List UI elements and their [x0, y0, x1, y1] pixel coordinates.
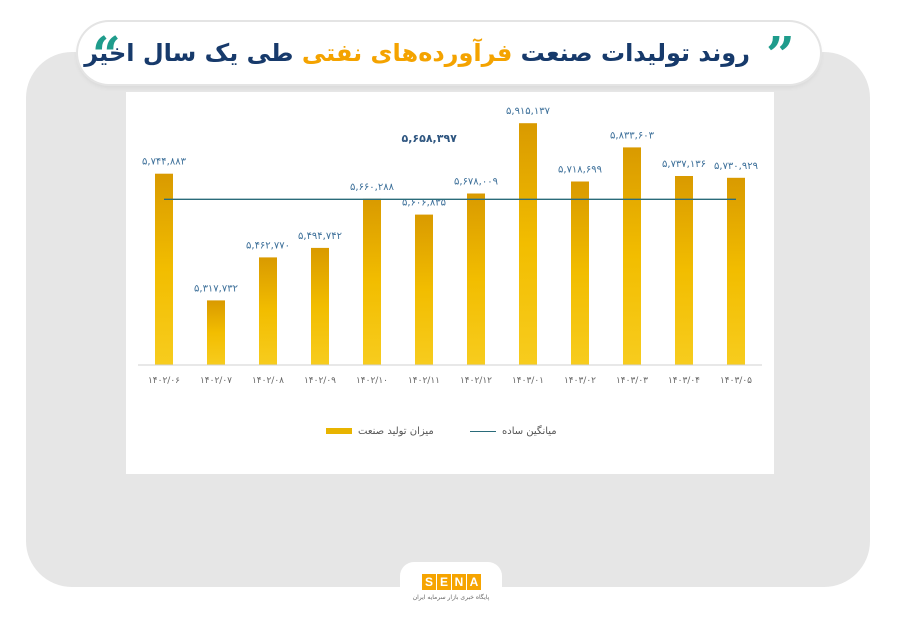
header-bar [78, 22, 820, 84]
x-tick-label: ۱۴۰۳/۰۲ [564, 376, 596, 386]
legend-line-label: میانگین ساده [502, 425, 557, 437]
x-tick-label: ۱۴۰۲/۱۱ [408, 376, 440, 386]
title-part-1: روند تولیدات صنعت [520, 39, 750, 67]
x-tick-label: ۱۴۰۳/۰۴ [668, 376, 700, 386]
bar [519, 123, 537, 365]
title-part-2: طی یک سال اخیر [84, 39, 294, 67]
page-title: روند تولیدات صنعت فرآورده‌های نفتی طی یک… [84, 22, 750, 84]
data-label: ۵,۷۴۴,۸۸۳ [142, 157, 187, 168]
title-highlight: فرآورده‌های نفتی [301, 39, 513, 67]
logo: S E N A پایگاه خبری بازار سرمایه ایران [400, 562, 502, 614]
bar [207, 300, 225, 365]
bar [155, 173, 173, 365]
legend-bar-swatch [326, 428, 352, 434]
bar [415, 214, 433, 365]
x-tick-label: ۱۴۰۲/۱۲ [460, 376, 492, 386]
data-label: ۵,۷۱۸,۶۹۹ [558, 165, 602, 176]
logo-letter: A [467, 574, 481, 590]
bar [467, 193, 485, 365]
x-tick-label: ۱۴۰۳/۰۱ [512, 376, 544, 386]
data-label: ۵,۷۳۰,۹۲۹ [714, 161, 758, 172]
legend-bar-label: میزان تولید صنعت [358, 425, 434, 437]
bar [675, 176, 693, 365]
data-label: ۵,۶۶۰,۲۸۸ [350, 182, 395, 193]
quote-open-icon: “ [92, 25, 121, 84]
x-tick-label: ۱۴۰۲/۱۰ [356, 376, 388, 386]
quote-close-icon: ” [766, 25, 795, 84]
x-tick-label: ۱۴۰۲/۰۷ [200, 376, 232, 386]
legend-line-swatch [470, 430, 496, 432]
x-tick-label: ۱۴۰۲/۰۶ [148, 376, 180, 386]
bar [259, 257, 277, 365]
data-label: ۵,۷۳۷,۱۳۶ [662, 159, 706, 170]
data-label: ۵,۸۳۳,۶۰۳ [610, 130, 655, 141]
legend-bar-entry: میزان تولید صنعت [326, 424, 434, 438]
logo-tagline: پایگاه خبری بازار سرمایه ایران [412, 594, 490, 601]
bar [311, 247, 329, 365]
data-label: ۵,۹۱۵,۱۳۷ [506, 106, 551, 117]
data-label: ۵,۶۰۶,۸۳۵ [402, 198, 446, 209]
x-tick-label: ۱۴۰۲/۰۹ [304, 376, 336, 386]
logo-letter: N [452, 574, 466, 590]
data-label: ۵,۳۱۷,۷۳۲ [194, 283, 238, 294]
average-label: ۵,۶۵۸,۳۹۷ [402, 132, 458, 145]
bar [363, 198, 381, 365]
logo-letter: S [422, 574, 436, 590]
logo-letter: E [437, 574, 451, 590]
bar-chart: ۵,۷۴۴,۸۸۳ ۵,۳۱۷,۷۳۲ ۵,۴۶۲,۷۷۰ ۵,۴۹۴,۷۴۲ ۵,۶۶… [138, 106, 762, 386]
logo-letters: S E N A [422, 574, 481, 590]
x-tick-label: ۱۴۰۳/۰۳ [616, 376, 648, 386]
bar [623, 147, 641, 365]
x-tick-label: ۱۴۰۲/۰۸ [252, 376, 284, 386]
legend-line-entry: میانگین ساده [470, 424, 557, 438]
data-label: ۵,۴۶۲,۷۷۰ [246, 240, 290, 251]
bar [571, 181, 589, 365]
data-label: ۵,۴۹۴,۷۴۲ [298, 231, 342, 242]
data-label: ۵,۶۷۸,۰۰۹ [454, 177, 498, 188]
x-tick-label: ۱۴۰۳/۰۵ [720, 376, 752, 386]
chart-panel: ۵,۷۴۴,۸۸۳ ۵,۳۱۷,۷۳۲ ۵,۴۶۲,۷۷۰ ۵,۴۹۴,۷۴۲ ۵,۶۶… [126, 92, 774, 474]
bar [727, 177, 745, 365]
